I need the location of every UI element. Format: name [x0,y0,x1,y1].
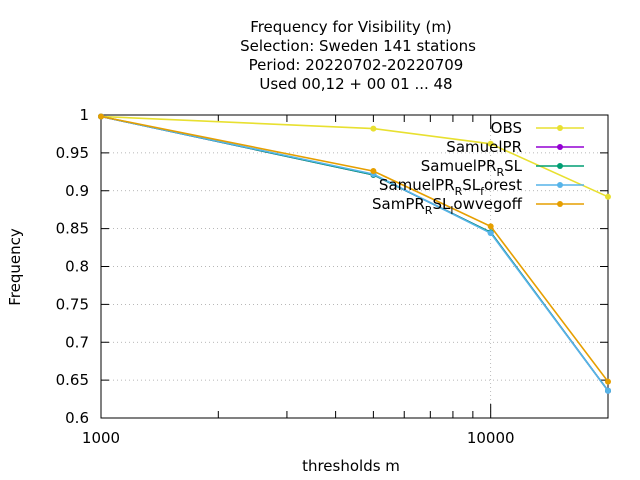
data-point [98,113,104,120]
data-point [370,125,377,132]
legend-marker [557,163,563,169]
y-axis-ticks: 0.6 0.65 0.7 0.75 0.8 0.85 0.9 0.95 1 [56,106,608,427]
legend-entry: SamuelPRRSLforest [379,176,584,198]
legend-marker [557,144,563,150]
legend-entry: SamPRRSLlowvegoff [372,195,584,217]
data-point [487,140,494,147]
legend-entry: SamuelPR [446,138,584,156]
title-line-1: Frequency for Visibility (m) [250,18,452,36]
title-line-4: Used 00,12 + 00 01 ... 48 [259,75,452,93]
series-line [100,115,609,198]
legend: OBSSamuelPRSamuelPRRSLSamuelPRRSLforestS… [372,119,584,217]
data-point [605,378,611,385]
x-tick-label: 1000 [82,429,120,447]
series-line [100,115,609,392]
legend-marker [557,182,563,188]
series-4 [98,113,611,385]
legend-entry: OBS [491,119,584,137]
data-point [487,223,494,230]
series-2 [98,113,611,394]
y-tick-label: 0.8 [65,258,89,276]
title-line-3: Period: 20220702-20220709 [249,56,464,74]
series-line [100,115,609,392]
y-tick-label: 0.65 [56,371,89,389]
data-point [370,168,377,175]
legend-entry: SamuelPRRSL [421,157,584,179]
series-line [100,115,609,392]
series-1 [98,113,611,394]
y-tick-label: 1 [79,106,89,124]
series-0 [98,113,611,200]
y-tick-label: 0.6 [65,409,89,427]
legend-label: SamuelPR [446,138,522,156]
y-tick-label: 0.9 [65,182,89,200]
data-point [487,230,494,237]
legend-marker [557,125,563,131]
legend-label: SamPRRSLlowvegoff [372,195,523,217]
series-line [100,115,609,383]
grid-lines [100,114,608,419]
y-tick-label: 0.95 [56,144,89,162]
title-line-2: Selection: Sweden 141 stations [240,37,476,55]
y-tick-label: 0.7 [65,333,89,351]
legend-label: SamuelPRRSLforest [379,176,522,198]
legend-label: SamuelPRRSL [421,157,523,179]
legend-marker [557,201,563,207]
y-tick-label: 0.75 [56,295,89,313]
series-lines [98,113,611,394]
x-axis-label: thresholds m [302,457,400,475]
x-tick-label: 10000 [467,429,515,447]
data-point [605,193,611,200]
chart-title: Frequency for Visibility (m) Selection: … [240,18,476,93]
y-axis-label: Frequency [6,228,24,306]
data-point [605,387,611,394]
series-3 [98,113,611,394]
legend-label: OBS [491,119,522,137]
y-tick-label: 0.85 [56,220,89,238]
